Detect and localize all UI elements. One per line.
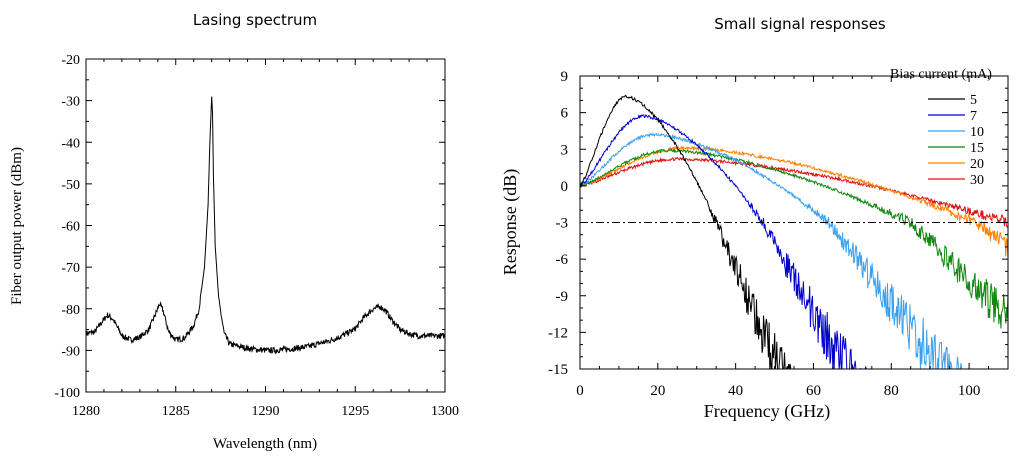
left-y-tick-label: -40 xyxy=(61,136,80,151)
left-y-tick-label: -30 xyxy=(61,95,80,110)
legend-label-10ma: 10 xyxy=(970,125,984,140)
legend-title: Bias current (mA) xyxy=(890,67,992,82)
left-y-tick-label: -90 xyxy=(61,344,80,359)
left-y-tick-labels: -20 -30 -40 -50 -60 -70 -80 -90 -100 xyxy=(54,53,80,401)
response-series-group xyxy=(579,94,1009,370)
response-line-10ma xyxy=(579,132,1008,370)
left-x-tick-label: 1280 xyxy=(72,404,100,419)
right-y-tick-label: 6 xyxy=(561,106,569,122)
left-x-tick-labels: 1280 1285 1290 1295 1300 xyxy=(72,404,459,419)
right-y-tick-label: -6 xyxy=(556,252,569,268)
left-x-tick-label: 1285 xyxy=(162,404,190,419)
left-y-tick-label: -70 xyxy=(61,261,80,276)
left-ticks xyxy=(85,58,446,393)
left-y-tick-label: -50 xyxy=(61,178,80,193)
left-y-axis-label: Fiber output power (dBm) xyxy=(9,147,25,305)
right-x-tick-label: 20 xyxy=(650,383,665,399)
right-y-tick-label: 0 xyxy=(561,179,569,195)
right-y-tick-label: -15 xyxy=(548,362,568,378)
right-x-tick-label: 100 xyxy=(958,383,981,399)
lasing-spectrum-chart: Lasing spectrum 1280 1285 1290 1295 1300 -20… xyxy=(9,11,459,452)
left-y-tick-label: -20 xyxy=(61,53,80,68)
legend-label-7ma: 7 xyxy=(970,109,977,124)
legend-label-15ma: 15 xyxy=(970,141,984,156)
left-y-tick-label: -80 xyxy=(61,303,80,318)
right-x-tick-label: 40 xyxy=(728,383,743,399)
right-y-tick-label: -12 xyxy=(548,325,568,341)
right-y-axis-label: Response (dB) xyxy=(500,169,521,276)
legend-label-30ma: 30 xyxy=(970,173,984,188)
left-plot-frame xyxy=(85,58,446,393)
left-y-tick-label: -60 xyxy=(61,220,80,235)
right-ticks xyxy=(579,75,1009,370)
right-y-tick-label: -3 xyxy=(556,216,569,232)
right-y-tick-labels: 9 6 3 0 -3 -6 -9 -12 -15 xyxy=(548,69,569,378)
left-x-tick-label: 1290 xyxy=(252,404,280,419)
right-x-tick-labels: 0 20 40 60 80 100 xyxy=(576,383,980,399)
legend-label-5ma: 5 xyxy=(970,93,977,108)
right-x-tick-label: 80 xyxy=(884,383,899,399)
right-y-tick-label: 9 xyxy=(561,69,569,85)
response-line-15ma xyxy=(579,147,1009,329)
left-x-axis-label: Wavelength (nm) xyxy=(213,436,317,452)
right-y-tick-label: -9 xyxy=(556,289,569,305)
response-line-7ma xyxy=(579,114,1008,370)
right-x-tick-label: 0 xyxy=(576,383,584,399)
left-x-tick-label: 1295 xyxy=(341,404,369,419)
right-chart-title: Small signal responses xyxy=(714,15,886,33)
left-x-tick-label: 1300 xyxy=(431,404,459,419)
spectrum-line xyxy=(85,96,446,355)
right-y-tick-label: 3 xyxy=(561,142,569,158)
right-x-tick-label: 60 xyxy=(806,383,821,399)
legend-label-20ma: 20 xyxy=(970,157,984,172)
right-x-axis-label: Frequency (GHz) xyxy=(704,401,830,422)
left-y-tick-label: -100 xyxy=(54,386,80,401)
response-line-30ma xyxy=(579,156,1009,228)
small-signal-chart: Small signal responses 0 20 40 60 80 100 9630… xyxy=(500,15,1009,422)
left-chart-title: Lasing spectrum xyxy=(193,11,317,29)
